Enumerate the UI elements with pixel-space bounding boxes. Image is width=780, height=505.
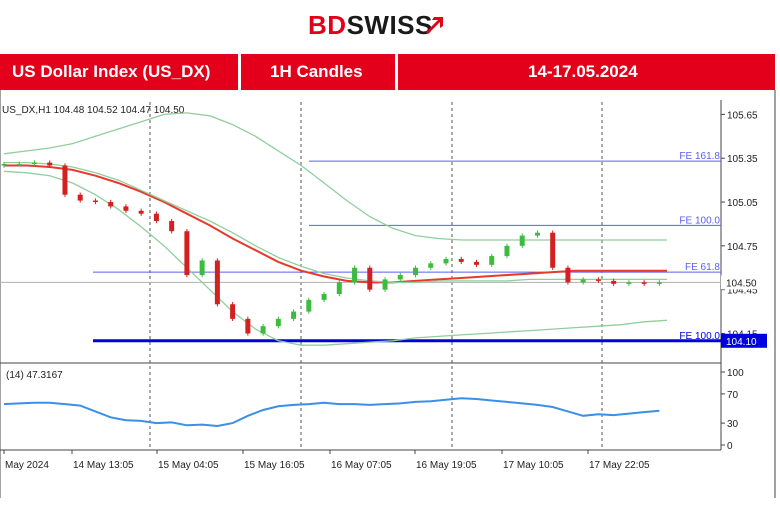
candle-body [565,267,571,283]
candle-body [611,280,617,284]
candle-body [275,318,281,327]
price-tick-label: 104.45 [727,286,758,297]
support-price-tag-bg [721,333,767,348]
bollinger-band-line [4,161,667,284]
candle-body [443,258,449,264]
candle-body [214,260,220,305]
price-tick-label: 105.05 [727,198,758,209]
candle-body [108,202,114,207]
bollinger-band-line [3,170,668,346]
current-price-tag-bg [721,275,767,290]
candle-body [367,267,373,290]
header-banner: US Dollar Index (US_DX) 1H Candles 14-17… [0,54,775,90]
candle-body [504,245,510,257]
candle-body [641,282,647,284]
timeframe-label: 1H Candles [270,62,363,81]
candle-body [580,279,586,283]
bdswiss-logo: BDSWISS [300,6,480,42]
candle-body [230,304,236,319]
candle-body [352,267,358,283]
time-tick-label: 17 May 22:05 [589,460,650,471]
price-tick-label: 105.65 [727,110,758,121]
time-tick-label: 17 May 10:05 [503,460,564,471]
time-tick-label: 15 May 04:05 [158,460,219,471]
logo-wordmark: BDSWISS [308,10,433,40]
candle-body [534,232,540,236]
candle-body [62,165,68,195]
banner-divider [395,54,398,90]
time-tick-label: 14 May 13:05 [73,460,134,471]
candle-body [245,318,251,334]
moving-average-line [4,164,667,284]
candle-body [458,258,464,262]
price-tick-label: 105.35 [727,154,758,165]
candle-body [92,200,98,203]
candle-body [199,260,205,276]
price-tick-label: 104.75 [727,242,758,253]
candle-body [656,282,662,284]
logo-arrow-icon [426,17,443,34]
candle-body [1,164,7,166]
candle-body [626,282,632,284]
candle-body [169,221,175,232]
candle-body [336,282,342,295]
candle-body [123,206,129,211]
candle-body [382,279,388,290]
fibonacci-label: FE 161.8 [679,151,720,162]
date-range-label: 14-17.05.2024 [528,62,638,81]
time-tick-label: 16 May 19:05 [416,460,477,471]
candle-body [31,162,37,165]
candle-body [260,326,266,334]
bollinger-band-line [3,112,667,241]
instrument-info-label: US_DX,H1 104.48 104.52 104.47 104.50 [2,105,185,116]
candle-body [306,299,312,312]
price-chart: US_DX,H1 104.48 104.52 104.47 104.50 (14… [0,90,780,505]
candle-body [550,232,556,268]
time-tick-label: 16 May 07:05 [331,460,392,471]
rsi-line [3,397,660,428]
candle-body [16,164,22,166]
support-price-tag: 104.10 [726,337,757,348]
fibonacci-label: FE 100.0 [679,331,720,342]
candle-body [428,263,434,268]
candle-body [77,194,83,201]
candle-body [138,210,144,214]
candle-body [595,279,601,281]
candle-body [47,162,53,166]
candle-body [519,235,525,246]
candle-body [321,294,327,300]
banner-divider [238,54,241,90]
rsi-tick-label: 100 [727,368,744,379]
fibonacci-label: FE 61.8 [685,262,720,273]
candle-body [184,231,190,276]
rsi-tick-label: 70 [727,390,739,401]
fibonacci-label: FE 100.0 [679,215,720,226]
candle-body [291,311,297,319]
current-price-tag: 104.50 [726,278,757,289]
rsi-value-label: (14) 47.3167 [6,370,63,381]
rsi-tick-label: 0 [727,441,733,452]
instrument-title: US Dollar Index (US_DX) [12,62,211,81]
candle-body [397,275,403,280]
candle-body [473,261,479,265]
candle-body [153,213,159,222]
time-tick-label: May 2024 [5,460,49,471]
rsi-tick-label: 30 [727,419,739,430]
time-tick-label: 15 May 16:05 [244,460,305,471]
candle-body [489,256,495,265]
candle-body [413,267,419,276]
